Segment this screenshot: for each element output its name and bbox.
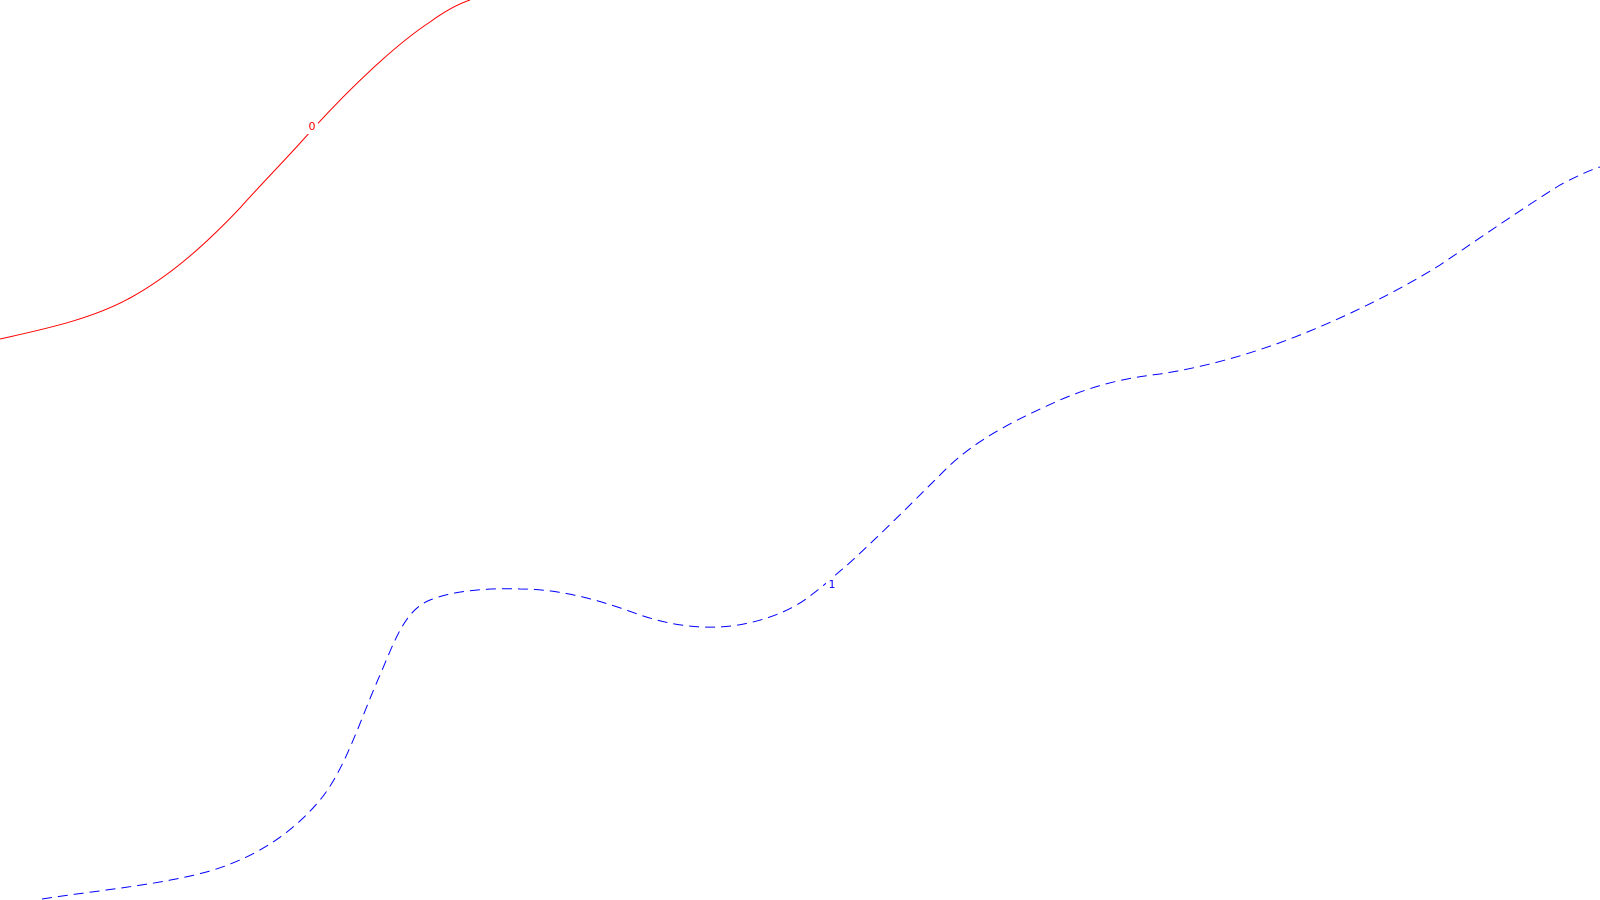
contour-label-1-background [826,578,838,592]
contour-label-0-background [306,120,318,134]
contour-label-0: 0 [309,120,316,133]
contour-line-1 [41,166,1600,900]
contour-label-1: 1 [829,578,836,591]
contour-line-0 [0,0,471,340]
